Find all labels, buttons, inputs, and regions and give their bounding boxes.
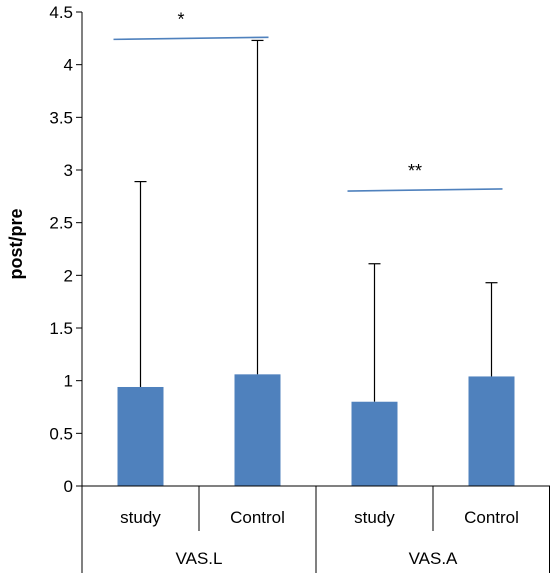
category-label: Control (230, 508, 285, 527)
significance-label: * (177, 9, 184, 29)
y-tick-label: 4.5 (49, 3, 73, 22)
y-tick-label: 1 (64, 372, 73, 391)
category-labels: study Control study Control VAS.L VAS.A (120, 508, 519, 568)
group-label: VAS.A (409, 549, 458, 568)
bar (234, 374, 281, 486)
significance-markers: *** (113, 9, 503, 192)
category-label: study (120, 508, 161, 527)
error-bars (134, 39, 498, 402)
y-tick-label: 4 (64, 56, 73, 75)
significance-label: ** (408, 161, 422, 181)
significance-line (113, 36, 269, 41)
bar (351, 401, 398, 486)
y-tick-label: 1.5 (49, 319, 73, 338)
category-label: Control (464, 508, 519, 527)
group-label: VAS.L (176, 549, 223, 568)
bar (117, 386, 164, 486)
y-tick-label: 0.5 (49, 424, 73, 443)
y-tick-label: 0 (64, 477, 73, 496)
y-tick-label: 2.5 (49, 214, 73, 233)
axes (81, 12, 550, 573)
bar (468, 376, 515, 486)
y-axis-label: post/pre (6, 208, 26, 279)
y-axis-ticks: 0 0.5 1 1.5 2 2.5 3 3.5 4 4.5 (49, 3, 82, 496)
significance-line (347, 188, 503, 192)
y-tick-label: 3.5 (49, 108, 73, 127)
bars (117, 374, 515, 486)
y-tick-label: 2 (64, 266, 73, 285)
y-tick-label: 3 (64, 161, 73, 180)
category-label: study (354, 508, 395, 527)
